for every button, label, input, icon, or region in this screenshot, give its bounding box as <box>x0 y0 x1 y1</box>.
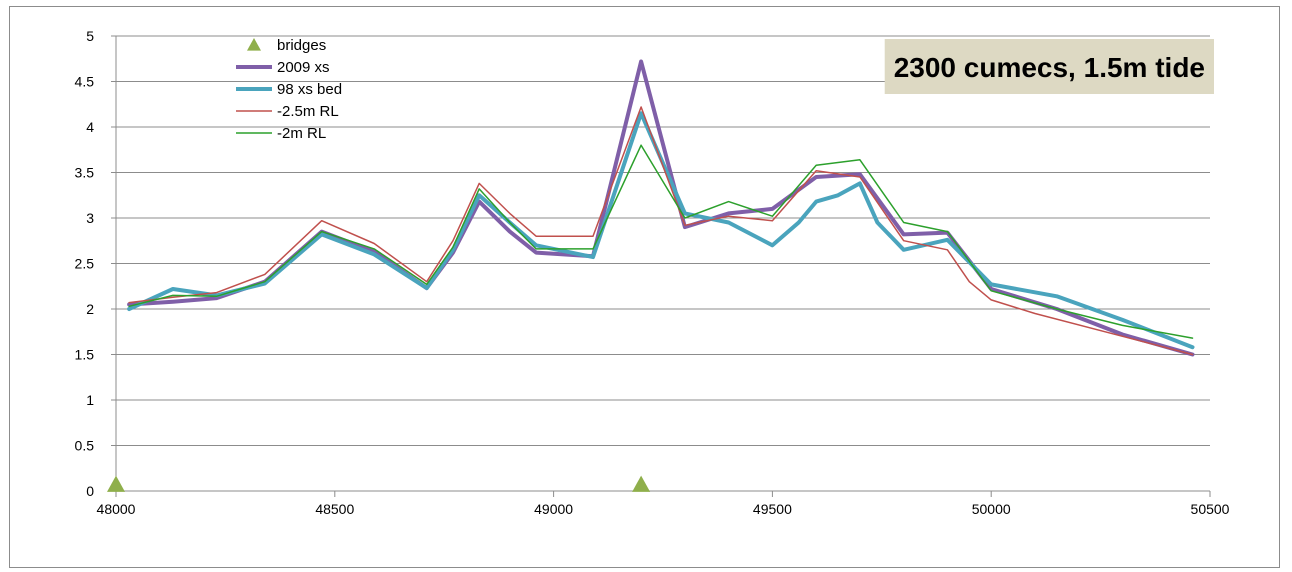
x-tick-label: 49500 <box>753 501 792 517</box>
x-tick-label: 48000 <box>97 501 136 517</box>
x-tick-label: 48500 <box>315 501 354 517</box>
bridge-marker <box>632 475 651 492</box>
legend-label: 98 xs bed <box>277 81 342 98</box>
chart-frame <box>9 6 1280 568</box>
legend-label: -2m RL <box>277 125 326 142</box>
series-line-98-xs-bed <box>127 111 1195 350</box>
y-tick-label: 0 <box>86 483 94 499</box>
y-tick-label: 0.5 <box>75 438 95 454</box>
y-tick-label: 3 <box>86 210 94 226</box>
axis-layer: 0 0.5 1 1.5 2 2.5 3 3.5 4 4.5 5 48000 48500 49000 4950… <box>75 28 1230 517</box>
legend-label: 2009 xs <box>277 59 330 76</box>
bridge-marker <box>107 475 125 492</box>
y-tick-label: 1 <box>86 392 94 408</box>
y-tick-label: 2.5 <box>75 256 95 272</box>
y-tick-label: 2 <box>86 301 94 317</box>
y-tick-label: 4 <box>86 119 94 135</box>
chart-title-group: 2300 cumecs, 1.5m tide <box>884 39 1214 94</box>
series-line--2m-rl <box>128 144 1194 339</box>
x-tick-label: 49000 <box>534 501 573 517</box>
chart-title-box <box>884 39 1214 94</box>
y-tick-label: 5 <box>86 28 94 44</box>
legend: bridges 2009 xs 98 xs bed -2.5m RL -2m RL <box>236 37 342 142</box>
chart-title: 2300 cumecs, 1.5m tide <box>894 52 1205 83</box>
y-tick-label: 1.5 <box>75 347 95 363</box>
grid-layer <box>116 35 1210 446</box>
series-line--2-5m-rl <box>128 106 1194 356</box>
legend-label: bridges <box>277 37 326 54</box>
y-tick-label: 3.5 <box>75 165 95 181</box>
y-tick-label: 4.5 <box>75 74 95 90</box>
legend-marker <box>247 38 261 51</box>
x-tick-label: 50500 <box>1191 501 1230 517</box>
series-layer <box>107 59 1195 492</box>
legend-label: -2.5m RL <box>277 103 339 120</box>
x-tick-label: 50000 <box>972 501 1011 517</box>
